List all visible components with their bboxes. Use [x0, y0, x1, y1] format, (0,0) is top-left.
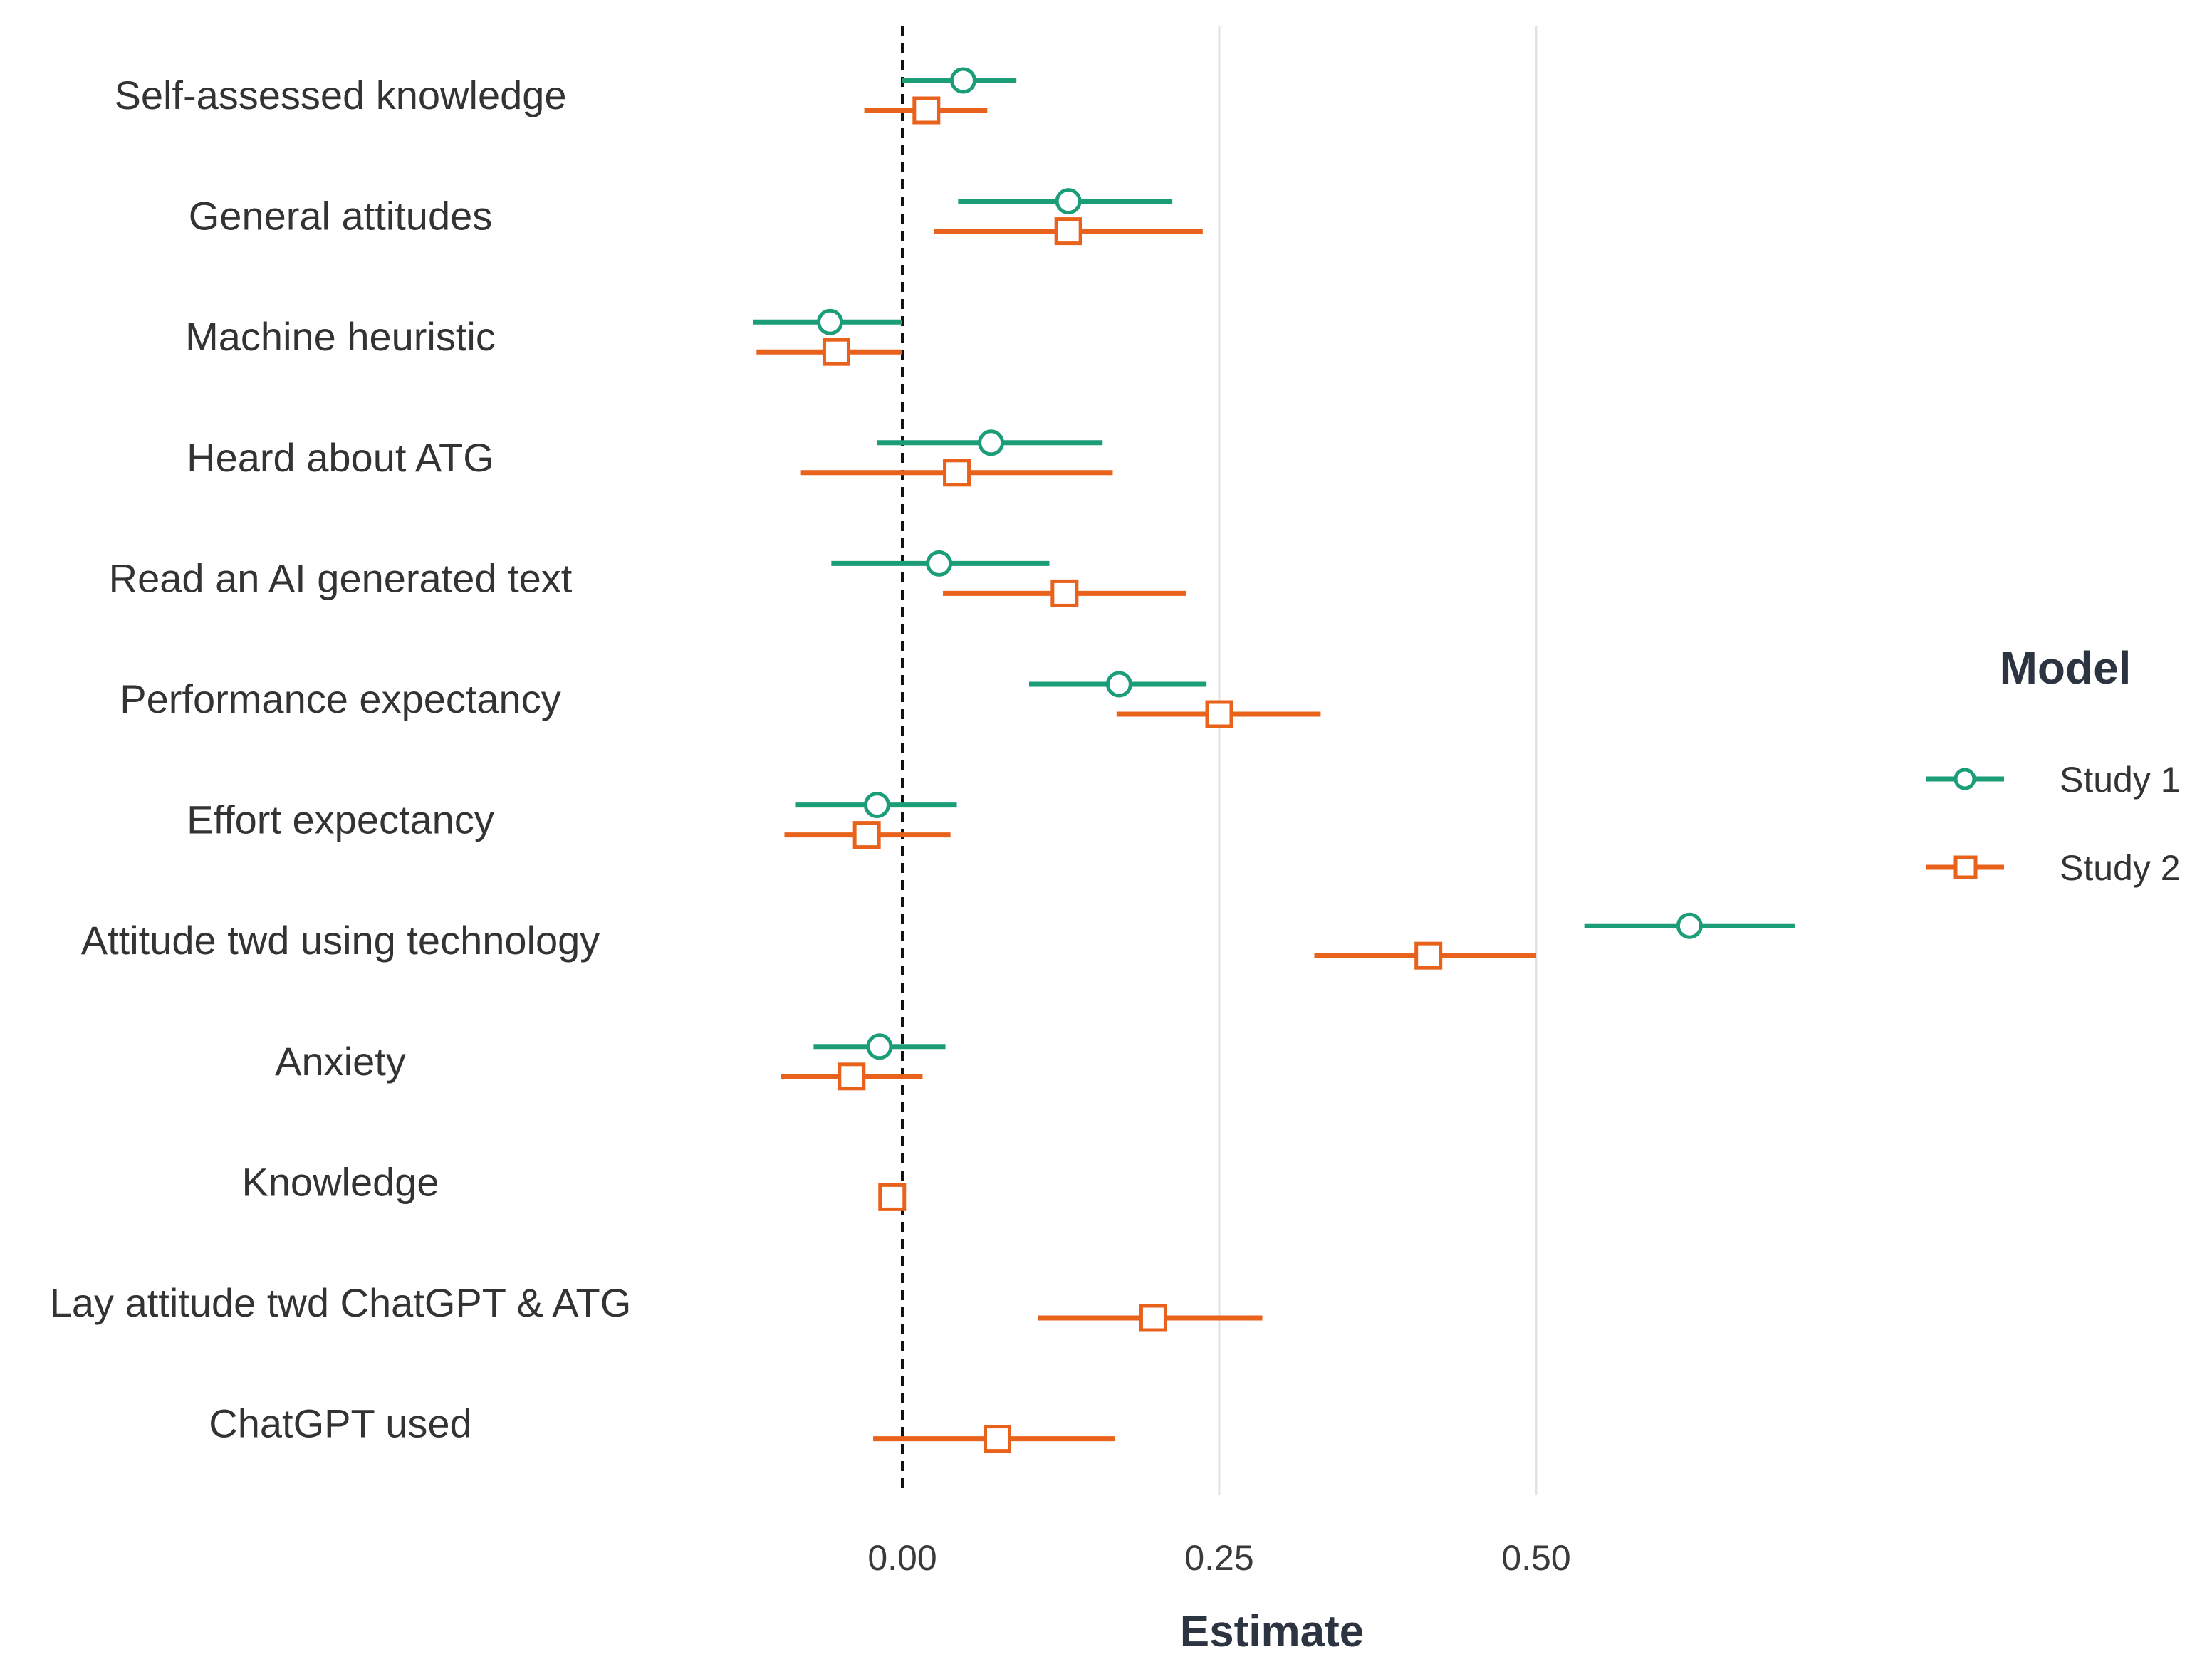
- x-axis-ticks: 0.00 0.25 0.50: [867, 1538, 1570, 1578]
- estimate-point: [1205, 700, 1233, 728]
- category-label: Anxiety: [275, 1039, 406, 1084]
- category-label: Machine heuristic: [185, 314, 496, 359]
- estimate-point: [1105, 671, 1132, 698]
- estimate-point: [984, 1425, 1011, 1453]
- estimate-point: [1676, 912, 1703, 939]
- category-label: ChatGPT used: [209, 1401, 471, 1446]
- legend-entry-2: Study 2: [1926, 848, 2181, 888]
- category-labels: Self-assessed knowledge General attitudes…: [50, 73, 632, 1446]
- estimate-point: [866, 1033, 893, 1060]
- estimate-point: [1055, 188, 1082, 215]
- series-2: [756, 96, 1536, 1453]
- estimate-point: [1050, 579, 1079, 607]
- category-label: Effort expectancy: [187, 797, 494, 842]
- series-marks: [752, 67, 1795, 1453]
- estimate-point: [822, 338, 850, 366]
- estimate-point: [949, 67, 976, 94]
- legend-title: Model: [2000, 642, 2132, 694]
- category-label: Self-assessed knowledge: [114, 73, 566, 117]
- x-tick-label: 0.25: [1184, 1538, 1253, 1578]
- legend-swatch-marker: [1953, 855, 1978, 879]
- category-label: Heard about ATG: [187, 435, 494, 480]
- legend-swatch-marker: [1953, 768, 1976, 790]
- estimate-point: [863, 792, 890, 819]
- category-label: Knowledge: [241, 1159, 439, 1204]
- legend-label: Study 1: [2060, 760, 2181, 800]
- x-tick-label: 0.50: [1501, 1538, 1570, 1578]
- legend-entry-1: Study 1: [1926, 760, 2181, 800]
- category-label: Performance expectancy: [120, 676, 560, 721]
- x-tick-label: 0.00: [867, 1538, 937, 1578]
- x-axis-title: Estimate: [1180, 1607, 1364, 1656]
- estimate-point: [838, 1062, 866, 1091]
- estimate-point: [817, 308, 844, 335]
- estimate-point: [978, 429, 1005, 456]
- legend-label: Study 2: [2060, 848, 2181, 888]
- estimate-point: [943, 459, 971, 487]
- estimate-point: [1414, 941, 1443, 970]
- estimate-point: [926, 550, 953, 577]
- category-label: General attitudes: [189, 194, 492, 239]
- estimate-point: [878, 1183, 907, 1211]
- gridlines: [1218, 26, 1538, 1495]
- estimate-point: [852, 821, 881, 849]
- category-label: Read an AI generated text: [109, 555, 573, 600]
- category-label: Lay attitude twd ChatGPT & ATG: [50, 1280, 632, 1325]
- legend: Model Study 1 Study 2: [1926, 642, 2181, 888]
- estimate-point: [1054, 217, 1082, 246]
- category-label: Attitude twd using technology: [81, 918, 600, 963]
- series-1: [752, 67, 1795, 1060]
- estimate-point: [1139, 1304, 1167, 1332]
- estimate-point: [912, 96, 941, 125]
